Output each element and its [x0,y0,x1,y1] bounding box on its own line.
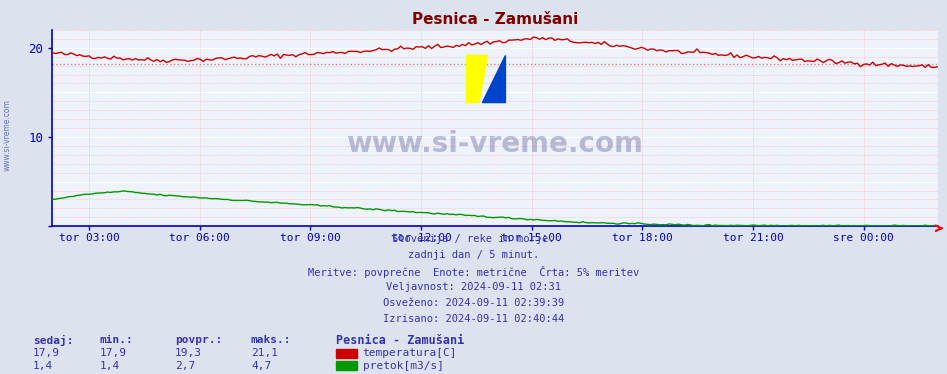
Text: povpr.:: povpr.: [175,335,223,345]
Text: zadnji dan / 5 minut.: zadnji dan / 5 minut. [408,250,539,260]
Polygon shape [467,55,488,102]
Text: 21,1: 21,1 [251,349,278,358]
Text: maks.:: maks.: [251,335,292,345]
Text: Osveženo: 2024-09-11 02:39:39: Osveženo: 2024-09-11 02:39:39 [383,298,564,308]
Title: Pesnica - Zamušani: Pesnica - Zamušani [412,12,578,27]
Text: 1,4: 1,4 [33,361,53,371]
Text: 2,7: 2,7 [175,361,195,371]
Text: temperatura[C]: temperatura[C] [363,349,457,358]
Text: Slovenija / reke in morje.: Slovenija / reke in morje. [392,234,555,244]
Text: Meritve: povprečne  Enote: metrične  Črta: 5% meritev: Meritve: povprečne Enote: metrične Črta:… [308,266,639,278]
Text: sedaj:: sedaj: [33,335,74,346]
Text: www.si-vreme.com: www.si-vreme.com [3,99,12,171]
Text: 4,7: 4,7 [251,361,271,371]
Text: 17,9: 17,9 [33,349,61,358]
Text: Veljavnost: 2024-09-11 02:31: Veljavnost: 2024-09-11 02:31 [386,282,561,292]
Polygon shape [482,55,506,102]
Text: pretok[m3/s]: pretok[m3/s] [363,361,444,371]
Text: Izrisano: 2024-09-11 02:40:44: Izrisano: 2024-09-11 02:40:44 [383,314,564,324]
Text: 1,4: 1,4 [99,361,119,371]
Text: 17,9: 17,9 [99,349,127,358]
Text: min.:: min.: [99,335,134,345]
Text: 19,3: 19,3 [175,349,203,358]
Text: www.si-vreme.com: www.si-vreme.com [347,130,643,158]
Text: Pesnica - Zamušani: Pesnica - Zamušani [336,334,464,347]
